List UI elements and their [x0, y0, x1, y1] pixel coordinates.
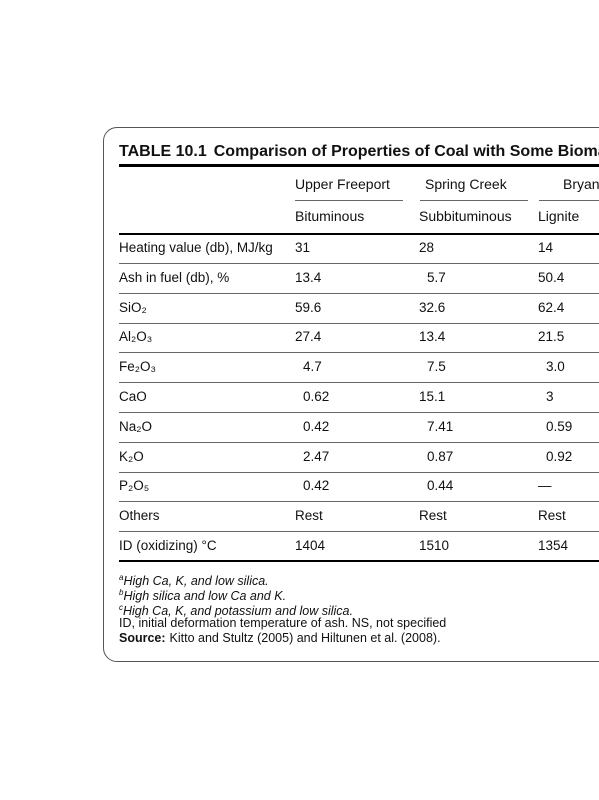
- source-text: Kitto and Stultz (2005) and Hiltunen et …: [169, 631, 441, 645]
- footnote: cHigh Ca, K, and potassium and low silic…: [119, 600, 353, 619]
- table-frame: [103, 127, 599, 662]
- cell: 2.47: [303, 448, 330, 464]
- group-rule: [539, 200, 599, 201]
- cell: 1510: [419, 538, 450, 553]
- footnote-text: High Ca, K, and low silica.: [123, 574, 269, 589]
- cell: 15.1: [419, 389, 446, 404]
- footnote: bHigh silica and low Ca and K.: [119, 585, 286, 604]
- row-label: Heating value (db), MJ/kg: [119, 240, 273, 255]
- cell: 0.62: [303, 389, 330, 404]
- cell: 4.7: [303, 359, 322, 375]
- cell: 31: [295, 240, 311, 255]
- cell: —: [538, 478, 552, 494]
- row-rule: [119, 412, 599, 413]
- cell: 13.4: [295, 269, 322, 285]
- row-rule: [119, 352, 599, 354]
- footnote-mark: c: [119, 603, 123, 612]
- cell: 28: [419, 240, 435, 255]
- source: Source: Kitto and Stultz (2005) and Hiltu…: [119, 630, 441, 646]
- row-label: SiO₂: [119, 299, 147, 315]
- cell: 0.92: [546, 448, 573, 464]
- cell: Rest: [419, 508, 447, 524]
- row-label: P₂O₅: [119, 478, 150, 494]
- cell: 0.42: [303, 418, 330, 434]
- footnote-text: High silica and low Ca and K.: [123, 589, 287, 604]
- footnote-mark: a: [119, 573, 124, 582]
- cell: 0.87: [427, 448, 454, 464]
- row-rule: [119, 322, 599, 324]
- cell: Rest: [295, 508, 323, 524]
- cell: Rest: [538, 508, 566, 524]
- cell: 0.42: [303, 478, 330, 494]
- cell: 13.4: [419, 329, 446, 345]
- cell: 3.0: [546, 359, 565, 375]
- row-label: ID (oxidizing) °C: [119, 538, 217, 553]
- column-group: Upper Freeport: [295, 176, 390, 192]
- footnote: aHigh Ca, K, and low silica.: [119, 570, 269, 589]
- row-rule: [119, 501, 599, 503]
- table-label: TABLE 10.1: [119, 143, 207, 160]
- rule-top: [119, 164, 599, 167]
- cell: 14: [538, 240, 554, 255]
- cell: 32.6: [419, 299, 446, 315]
- row-label: CaO: [119, 389, 147, 404]
- cell: 0.59: [546, 418, 573, 434]
- cell: 27.4: [295, 329, 322, 345]
- title-text: Comparison of Properties of Coal with So…: [213, 143, 599, 160]
- cell: 59.6: [295, 299, 322, 315]
- cell: 0.44: [427, 478, 454, 494]
- cell: 7.41: [427, 418, 454, 434]
- group-rule: [295, 200, 403, 201]
- footnote-text: High Ca, K, and potassium and low silica…: [123, 604, 353, 619]
- row-label: Ash in fuel (db), %: [119, 269, 230, 285]
- cell: 21.5: [538, 329, 565, 345]
- cell: 1354: [538, 538, 569, 553]
- column-type: Lignite: [538, 208, 580, 224]
- row-rule: [119, 292, 599, 294]
- cell: 5.7: [427, 269, 446, 285]
- cell: 62.4: [538, 299, 565, 315]
- column-group: Spring Creek: [425, 176, 507, 192]
- row-label: K₂O: [119, 448, 144, 464]
- row-label: Al₂O₃: [119, 329, 153, 345]
- rule-header: [119, 233, 599, 235]
- abbreviations: ID, initial deformation temperature of a…: [119, 616, 447, 630]
- table-title: TABLE 10.1 Comparison of Properties of Co…: [119, 143, 599, 161]
- row-rule: [119, 471, 599, 473]
- row-label: Others: [119, 508, 160, 524]
- row-rule: [119, 382, 599, 384]
- row-label: Na₂O: [119, 418, 152, 434]
- cell: 1404: [295, 538, 326, 553]
- rule-bottom: [119, 560, 599, 562]
- cell: 50.4: [538, 269, 565, 285]
- footnote-mark: b: [119, 588, 124, 597]
- source-label: Source:: [119, 631, 166, 645]
- row-rule: [119, 441, 599, 443]
- group-rule: [420, 200, 528, 201]
- row-label: Fe₂O₃: [119, 359, 156, 375]
- row-rule: [119, 263, 599, 264]
- column-type: Bituminous: [295, 208, 365, 224]
- row-rule: [119, 531, 599, 533]
- column-type: Subbituminous: [419, 208, 512, 224]
- cell: 3: [546, 389, 554, 404]
- column-group: Bryan: [563, 176, 599, 192]
- cell: 7.5: [427, 359, 446, 375]
